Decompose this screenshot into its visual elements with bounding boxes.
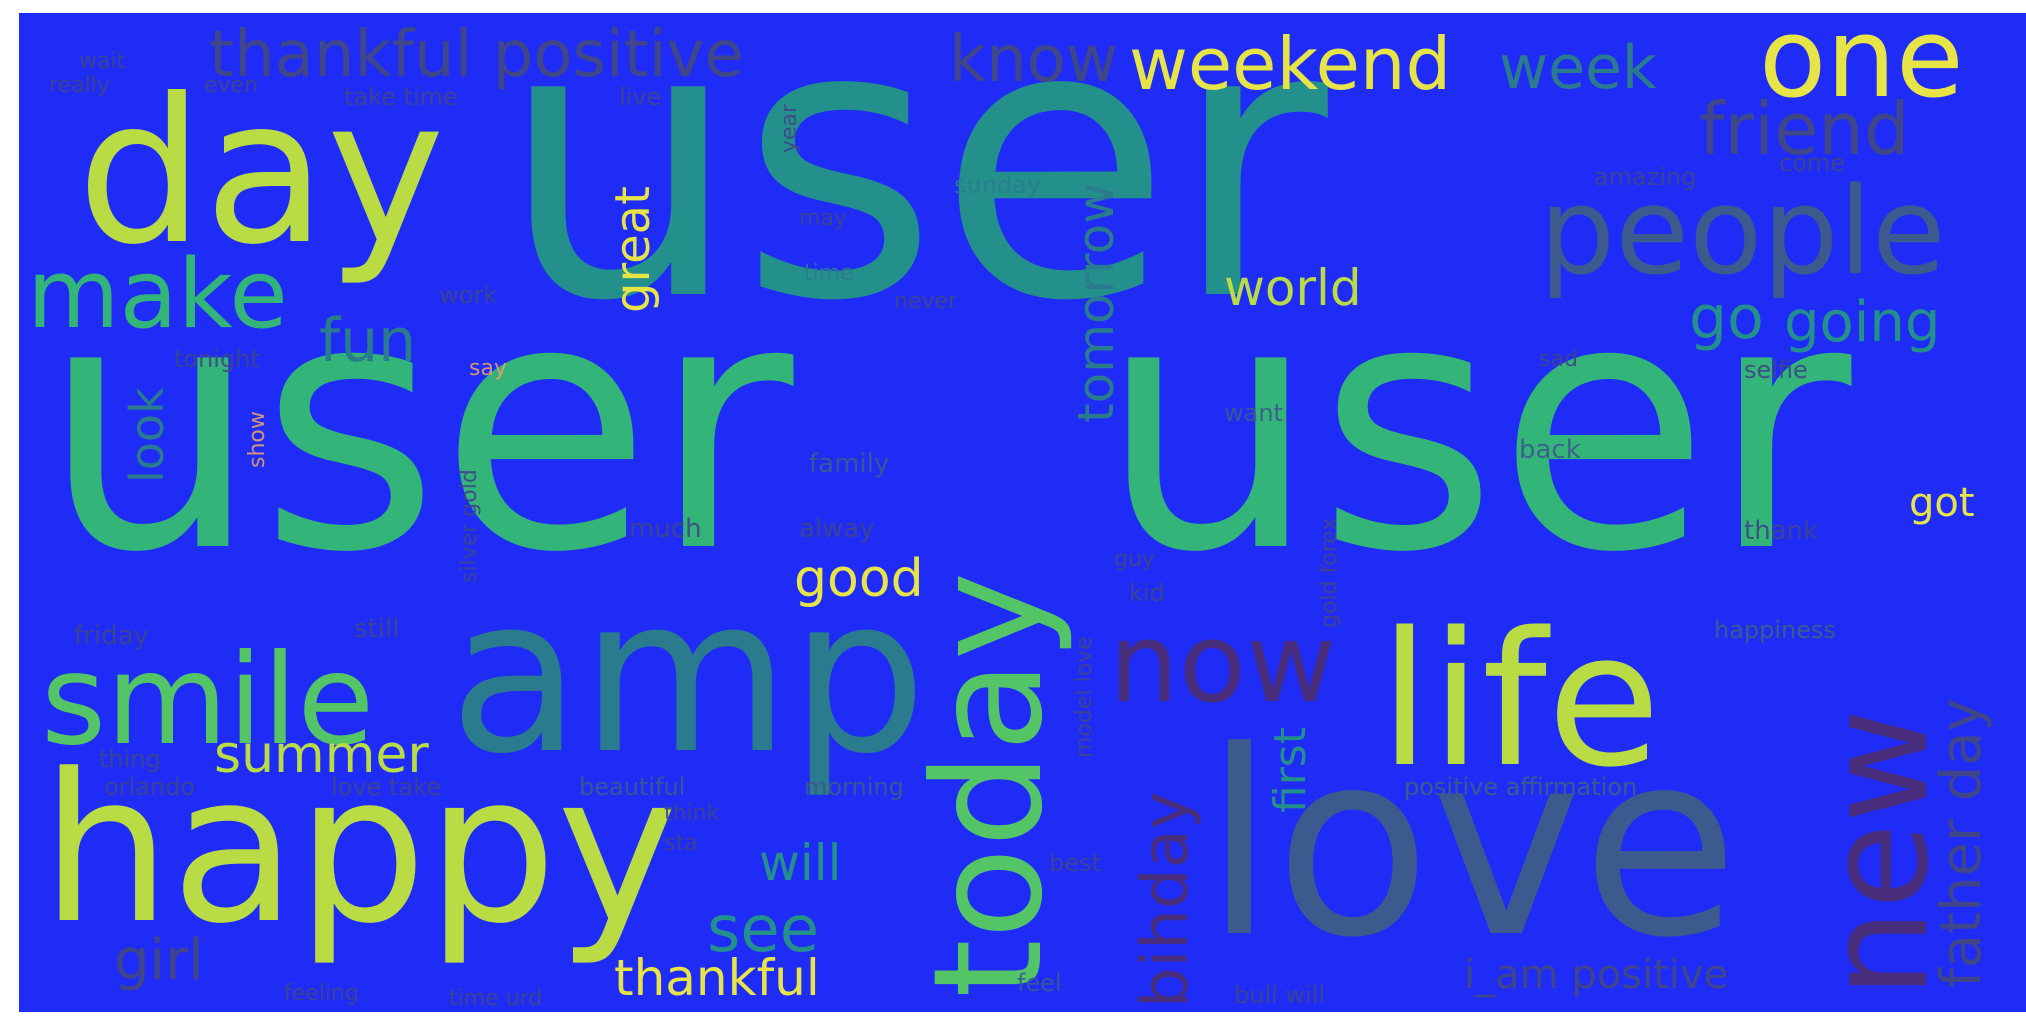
word-bihday: bihday bbox=[1129, 791, 1203, 1008]
word-today: today bbox=[902, 571, 1076, 999]
word-orlando: orlando bbox=[104, 773, 196, 801]
word-one: one bbox=[1759, 13, 1964, 122]
word-work: work bbox=[439, 281, 498, 309]
word-thankful: thankful bbox=[614, 949, 820, 1007]
word-friday: friday bbox=[74, 621, 149, 651]
word-bull-will: bull will bbox=[1234, 981, 1326, 1009]
word-want: want bbox=[1224, 399, 1283, 427]
word-people: people bbox=[1539, 163, 1946, 302]
word-know: know bbox=[949, 23, 1119, 97]
word-going: going bbox=[1784, 290, 1941, 355]
word-world: world bbox=[1224, 259, 1362, 317]
word-may: may bbox=[799, 206, 847, 231]
word-user-right: user bbox=[1099, 227, 1852, 628]
word-user-left: user bbox=[41, 227, 794, 628]
word-say: say bbox=[469, 356, 507, 381]
word-fun: fun bbox=[319, 306, 417, 376]
word-silver-gold: silver gold bbox=[457, 469, 482, 583]
word-thankful-positive: thankful positive bbox=[209, 18, 744, 92]
word-model-love: model love bbox=[1072, 636, 1097, 758]
word-now: now bbox=[1109, 599, 1336, 727]
word-make: make bbox=[27, 240, 288, 350]
word-happy: happy bbox=[41, 731, 679, 969]
word-friend: friend bbox=[1699, 87, 1910, 171]
word-feeling: feeling bbox=[284, 981, 359, 1006]
word-life: life bbox=[1379, 592, 1661, 808]
word-summer: summer bbox=[214, 725, 429, 785]
word-love: love bbox=[1204, 697, 1739, 994]
word-show: show bbox=[245, 411, 270, 468]
word-got: got bbox=[1909, 480, 1975, 526]
word-amazing: amazing bbox=[1594, 163, 1697, 191]
word-back: back bbox=[1519, 435, 1581, 465]
word-family: family bbox=[809, 449, 890, 479]
word-time-urd: time urd bbox=[449, 986, 543, 1011]
word-will: will bbox=[759, 834, 842, 892]
word-smile: smile bbox=[41, 628, 375, 773]
word-live: live bbox=[619, 83, 662, 111]
word-kid: kid bbox=[1129, 579, 1165, 607]
word-year: year bbox=[777, 103, 802, 153]
word-thing: thing bbox=[99, 745, 161, 773]
word-weekend: weekend bbox=[1129, 22, 1452, 106]
word-really: really bbox=[49, 73, 110, 98]
word-sunday: sunday bbox=[954, 171, 1042, 199]
word-guy: guy bbox=[1114, 547, 1155, 572]
word-sad: sad bbox=[1539, 347, 1578, 372]
word-go: go bbox=[1689, 283, 1764, 353]
word-love-take: love take bbox=[331, 773, 441, 801]
word-selfie: selfie bbox=[1744, 356, 1808, 384]
word-never: never bbox=[894, 289, 958, 314]
word-happiness: happiness bbox=[1714, 616, 1837, 644]
word-user-top: user bbox=[499, 13, 1328, 384]
word-thank: thank bbox=[1744, 516, 1819, 546]
word-positive-affirmation: positive affirmation bbox=[1404, 773, 1638, 801]
word-much: much bbox=[629, 514, 702, 544]
word-tonight: tonight bbox=[174, 345, 260, 373]
word-look: look bbox=[120, 387, 174, 483]
word-wait: wait bbox=[79, 49, 126, 74]
word-great: great bbox=[605, 186, 661, 313]
word-even: even bbox=[204, 73, 259, 98]
word-see: see bbox=[707, 893, 820, 967]
word-gold-forex: gold forex bbox=[1317, 517, 1342, 628]
word-sta: sta bbox=[664, 831, 698, 856]
word-girl: girl bbox=[114, 928, 204, 993]
word-take-time: take time bbox=[344, 83, 458, 111]
word-i-am-positive: i_am positive bbox=[1464, 952, 1729, 998]
word-beautiful: beautiful bbox=[579, 773, 686, 801]
word-time: time bbox=[804, 261, 854, 286]
word-good: good bbox=[794, 549, 924, 609]
word-best: best bbox=[1049, 849, 1101, 877]
word-still: still bbox=[354, 614, 400, 644]
word-amp: amp bbox=[449, 550, 927, 801]
word-tomorrow: tomorrow bbox=[1067, 182, 1125, 423]
word-new: new bbox=[1797, 708, 1960, 998]
word-cloud: user user user day amp happy love life s… bbox=[19, 13, 2026, 1012]
word-think: think bbox=[664, 801, 720, 826]
word-alway: alway bbox=[799, 514, 875, 544]
word-morning: morning bbox=[804, 773, 904, 801]
word-come: come bbox=[1779, 149, 1846, 177]
word-day: day bbox=[77, 56, 445, 289]
word-first: first bbox=[1265, 727, 1316, 813]
word-feel: feel bbox=[1017, 969, 1062, 997]
word-week: week bbox=[1499, 33, 1657, 103]
word-father-day: father day bbox=[1929, 698, 1994, 988]
